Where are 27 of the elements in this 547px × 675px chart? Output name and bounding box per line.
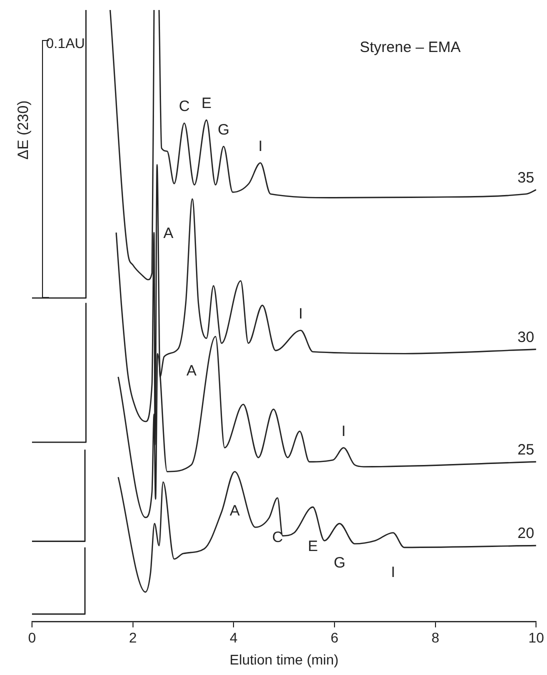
annotation: G: [334, 554, 346, 572]
annotation: A: [163, 225, 174, 242]
annotation: A: [230, 502, 240, 520]
x-tick-label: 6: [330, 630, 339, 646]
annotation: G: [218, 121, 230, 138]
series-label: 30: [518, 328, 534, 346]
series-label: 35: [518, 169, 534, 186]
annotation: 0.1AU: [46, 34, 85, 51]
annotation: I: [298, 306, 303, 323]
x-axis-title: Elution time (min): [230, 651, 339, 668]
annotation: I: [342, 422, 346, 440]
series-label: 20: [518, 525, 534, 542]
x-tick-label: 10: [528, 630, 544, 646]
x-tick-label: 4: [230, 630, 238, 646]
annotation: I: [390, 564, 396, 581]
annotation: A: [186, 362, 197, 380]
annotation: I: [258, 138, 262, 155]
x-tick-label: 8: [431, 630, 440, 646]
annotation: E: [201, 95, 212, 112]
x-tick-label: 2: [128, 630, 137, 646]
text: Styrene – EMA: [360, 39, 461, 56]
x-tick-label: 0: [28, 630, 36, 646]
annotation: C: [272, 529, 284, 546]
series-label: 25: [518, 441, 534, 458]
annotation: C: [178, 98, 190, 116]
y-axis-title: ΔE (230): [15, 100, 32, 160]
annotation: E: [308, 538, 318, 556]
